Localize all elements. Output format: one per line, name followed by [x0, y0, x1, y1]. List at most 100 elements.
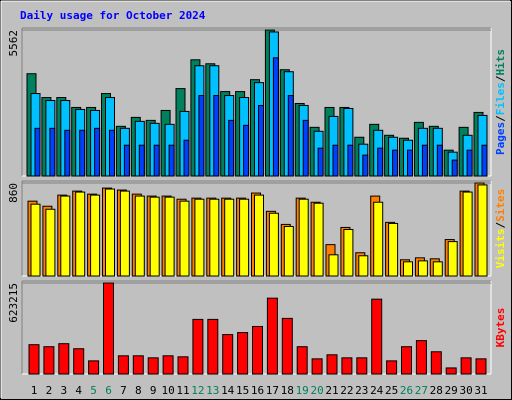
- bar: [58, 343, 70, 375]
- bar: [179, 200, 190, 277]
- bar: [123, 144, 130, 177]
- bar: [401, 346, 412, 375]
- y-tick-label: 860: [7, 183, 20, 203]
- bar: [138, 144, 145, 177]
- bar: [272, 57, 279, 177]
- x-tick-label: 5: [90, 384, 97, 397]
- x-tick-label: 25: [385, 384, 398, 397]
- chart-title: Daily usage for October 2024: [20, 9, 206, 22]
- x-tick-label: 16: [251, 384, 264, 397]
- x-tick-label: 14: [221, 384, 235, 397]
- bar: [119, 190, 130, 277]
- bar: [298, 198, 309, 277]
- bar: [326, 354, 338, 375]
- x-tick-label: 8: [135, 384, 142, 397]
- x-tick-label: 27: [415, 384, 428, 397]
- y-tick-label: 623215: [7, 283, 20, 323]
- x-tick-label: 15: [236, 384, 249, 397]
- x-tick-label: 12: [191, 384, 204, 397]
- bar: [451, 159, 458, 177]
- bar: [60, 195, 71, 277]
- x-tick-label: 20: [310, 384, 323, 397]
- bar: [317, 147, 324, 177]
- bar: [347, 144, 354, 177]
- bar: [430, 351, 442, 375]
- bar: [332, 144, 339, 177]
- bar: [49, 127, 56, 177]
- bar: [224, 198, 235, 277]
- x-tick-label: 23: [355, 384, 368, 397]
- x-tick-label: 30: [459, 384, 472, 397]
- bar: [403, 261, 413, 277]
- legend-entry: Pages: [494, 122, 507, 155]
- bar: [436, 144, 443, 177]
- bar: [287, 95, 294, 177]
- x-tick-label: 21: [325, 384, 338, 397]
- bar: [377, 147, 384, 177]
- bar: [132, 355, 144, 375]
- bar: [388, 222, 399, 277]
- bar: [462, 191, 473, 277]
- x-tick-label: 22: [340, 384, 353, 397]
- bar: [386, 360, 398, 375]
- bar: [105, 188, 115, 277]
- x-tick-label: 11: [176, 384, 189, 397]
- bar: [417, 260, 428, 277]
- legend-entry: Hits: [494, 49, 507, 76]
- bar: [183, 139, 190, 177]
- legend-entry: Files: [494, 82, 507, 115]
- bar: [407, 149, 413, 177]
- bar: [177, 356, 189, 375]
- bar: [311, 358, 323, 375]
- bar: [283, 225, 294, 277]
- bar: [45, 208, 56, 277]
- bar: [34, 127, 41, 177]
- legend-entry: Sites: [494, 189, 507, 222]
- bar: [460, 357, 472, 375]
- x-tick-label: 6: [105, 384, 112, 397]
- bar: [198, 95, 205, 177]
- bar: [28, 344, 40, 375]
- bar: [64, 129, 71, 177]
- bar: [362, 154, 369, 177]
- bar: [149, 196, 160, 277]
- x-tick-label: 26: [400, 384, 413, 397]
- legend-entry: Visits: [494, 229, 507, 269]
- bar: [421, 144, 428, 177]
- bar: [103, 282, 114, 375]
- bar: [88, 360, 100, 375]
- bar: [109, 129, 115, 177]
- bar: [356, 357, 368, 375]
- x-tick-label: 19: [296, 384, 309, 397]
- x-tick-label: 18: [281, 384, 294, 397]
- bar: [258, 104, 264, 177]
- bar: [392, 149, 399, 177]
- bar: [296, 346, 308, 375]
- bar: [90, 194, 101, 277]
- bar: [134, 195, 145, 277]
- bar: [162, 355, 174, 375]
- bar: [243, 124, 250, 177]
- bar: [237, 332, 249, 375]
- x-tick-label: 28: [430, 384, 443, 397]
- bar: [222, 334, 234, 375]
- bar: [30, 203, 41, 277]
- x-tick-label: 29: [445, 384, 458, 397]
- bar: [168, 144, 175, 177]
- legend-separator: /: [494, 222, 507, 229]
- bar: [209, 198, 220, 277]
- bar: [207, 318, 219, 375]
- bar: [73, 348, 85, 375]
- bar: [147, 357, 159, 375]
- x-tick-label: 3: [60, 384, 67, 397]
- bar: [254, 194, 264, 277]
- legend-entry: KBytes: [494, 308, 507, 348]
- bar: [481, 144, 488, 177]
- x-tick-label: 1: [31, 384, 38, 397]
- bar: [475, 358, 487, 375]
- x-tick-label: 31: [474, 384, 487, 397]
- x-tick-label: 24: [370, 384, 384, 397]
- bar: [371, 298, 383, 375]
- bar: [313, 202, 324, 277]
